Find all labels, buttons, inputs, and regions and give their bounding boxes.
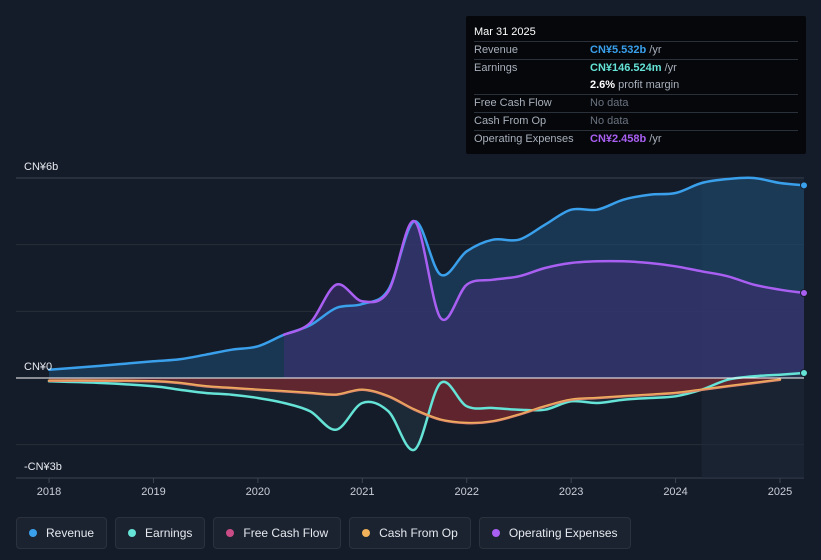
x-tick-label: 2023 xyxy=(559,486,583,498)
tooltip-value: 2.6% xyxy=(590,79,616,91)
x-tick-label: 2020 xyxy=(246,486,270,498)
cash-from-op-area xyxy=(49,378,780,424)
legend-dot-icon xyxy=(226,529,235,537)
tooltip-row-cash-from-op: Cash From Op No data xyxy=(474,113,798,131)
series-lines xyxy=(47,176,806,451)
tooltip-row-operating-expenses: Operating Expenses CN¥2.458b /yr xyxy=(474,131,798,148)
x-tick-label: 2019 xyxy=(141,486,165,498)
tooltip-label: Cash From Op xyxy=(474,115,547,127)
earnings-line xyxy=(47,371,806,451)
tooltip-date: Mar 31 2025 xyxy=(474,24,798,42)
tooltip-label: Free Cash Flow xyxy=(474,97,552,109)
x-tick-label: 2024 xyxy=(663,486,687,498)
tooltip-value: CN¥2.458b xyxy=(590,133,647,145)
tooltip-label: Revenue xyxy=(474,44,519,56)
legend-item-free-cash-flow[interactable]: Free Cash Flow xyxy=(213,517,342,549)
tooltip-value: CN¥5.532b xyxy=(590,44,647,56)
x-tick-label: 2022 xyxy=(454,486,478,498)
legend-label: Cash From Op xyxy=(379,526,458,540)
revenue-line xyxy=(47,176,806,371)
tooltip-value: CN¥146.524m xyxy=(590,62,662,74)
series-areas xyxy=(49,177,804,451)
series-end-dots xyxy=(800,181,808,377)
cash-from-op-line xyxy=(47,378,782,425)
legend-dot-icon xyxy=(128,529,137,537)
x-tick-label: 2025 xyxy=(768,486,792,498)
tooltip-row-revenue: Revenue CN¥5.532b /yr xyxy=(474,42,798,60)
legend-label: Revenue xyxy=(46,526,95,540)
chart-legend: Revenue Earnings Free Cash Flow Cash Fro… xyxy=(16,517,631,549)
legend-item-revenue[interactable]: Revenue xyxy=(16,517,108,549)
revenue-end-dot xyxy=(800,181,808,190)
tooltip-row-earnings: Earnings CN¥146.524m /yr xyxy=(474,60,798,77)
legend-dot-icon xyxy=(491,529,500,537)
tooltip-label: Operating Expenses xyxy=(474,133,574,145)
free-cash-flow-line xyxy=(48,379,781,425)
y-axis-label-top: CN¥6b xyxy=(24,161,58,173)
legend-dot-icon xyxy=(362,529,371,537)
operating-expenses-area xyxy=(284,221,804,378)
tooltip-unit: /yr xyxy=(664,62,677,74)
x-tick-label: 2021 xyxy=(350,486,374,498)
legend-label: Operating Expenses xyxy=(508,526,618,540)
earnings-end-dot xyxy=(800,369,808,377)
tooltip-row-free-cash-flow: Free Cash Flow No data xyxy=(474,95,798,113)
tooltip-unit: /yr xyxy=(649,44,662,56)
tooltip-unit: profit margin xyxy=(618,79,680,91)
legend-item-cash-from-op[interactable]: Cash From Op xyxy=(349,517,471,549)
legend-item-operating-expenses[interactable]: Operating Expenses xyxy=(478,517,631,549)
legend-label: Earnings xyxy=(145,526,193,540)
x-axis-ticks: 2018 2019 2020 2021 2022 2023 2024 2025 xyxy=(37,478,792,498)
operating-expenses-end-dot xyxy=(800,289,808,297)
y-axis-label-zero: CN¥0 xyxy=(24,361,52,373)
tooltip-label xyxy=(474,77,590,94)
tooltip-value: No data xyxy=(590,115,629,127)
x-tick-label: 2018 xyxy=(37,486,61,498)
legend-dot-icon xyxy=(29,529,37,537)
tooltip-unit: /yr xyxy=(649,133,662,145)
legend-item-earnings[interactable]: Earnings xyxy=(115,517,206,549)
operating-expenses-line xyxy=(282,220,806,336)
tooltip-label: Earnings xyxy=(474,62,518,74)
tooltip-value: No data xyxy=(590,97,629,109)
legend-label: Free Cash Flow xyxy=(243,526,329,540)
y-axis-label-bottom: -CN¥3b xyxy=(24,461,62,473)
tooltip-panel: Mar 31 2025 Revenue CN¥5.532b /yr Earnin… xyxy=(466,16,806,154)
tooltip-row-profit-margin: 2.6% profit margin xyxy=(474,77,798,95)
